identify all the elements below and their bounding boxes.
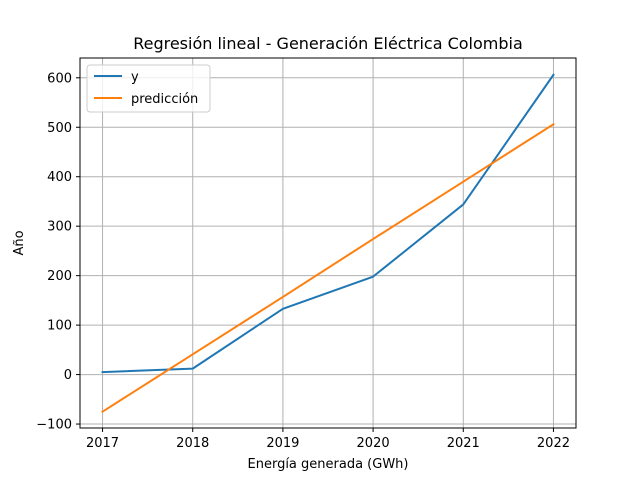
x-tick-label: 2018 xyxy=(176,436,209,451)
axes-frame xyxy=(79,57,577,429)
y-axis-label: Año xyxy=(12,230,27,255)
y-tick-label: 600 xyxy=(47,71,72,86)
y-tick-label: 500 xyxy=(47,121,72,136)
x-tick-label: 2020 xyxy=(357,436,390,451)
grid xyxy=(80,58,576,428)
y-tick-label: 300 xyxy=(47,220,72,235)
series-lines xyxy=(101,73,555,414)
y-tick-label: 0 xyxy=(64,368,72,383)
x-tick-label: 2022 xyxy=(537,436,570,451)
y-tick-label: −100 xyxy=(36,418,72,433)
series-line-y xyxy=(101,73,555,374)
x-axis-label: Energía generada (GWh) xyxy=(248,457,409,472)
legend-label-prediccion: predicción xyxy=(131,92,198,107)
legend: y predicción xyxy=(86,64,211,113)
legend-label-y: y xyxy=(131,70,139,85)
x-tick-label: 2019 xyxy=(266,436,299,451)
y-axis-ticks: −100 0 100 200 300 400 500 600 xyxy=(36,71,80,433)
y-tick-label: 200 xyxy=(47,269,72,284)
series-line-prediccion xyxy=(101,122,555,414)
x-tick-label: 2017 xyxy=(86,436,119,451)
x-axis-ticks: 2017 2018 2019 2020 2021 2022 xyxy=(86,428,570,451)
y-tick-label: 400 xyxy=(47,170,72,185)
y-tick-label: 100 xyxy=(47,319,72,334)
chart-title: Regresión lineal - Generación Eléctrica … xyxy=(133,34,523,53)
x-tick-label: 2021 xyxy=(447,436,480,451)
